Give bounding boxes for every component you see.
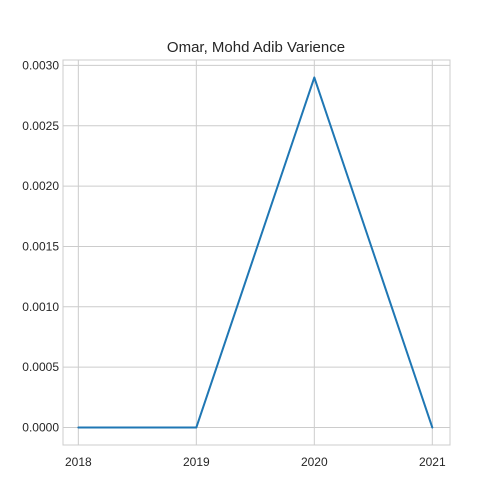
x-tick-label: 2018 [65,455,92,469]
plot-frame [62,59,451,446]
x-tick-label: 2021 [419,455,446,469]
x-tick-label: 2020 [301,455,328,469]
series-layer [77,76,434,429]
grid [63,60,450,445]
chart-title: Omar, Mohd Adib Varience [167,39,345,56]
y-tick-label: 0.0020 [22,179,59,193]
y-tick-label: 0.0000 [22,421,59,435]
x-axis: 2018 2019 2020 2021 [65,455,446,469]
y-axis: 0.0000 0.0005 0.0010 0.0015 0.0020 0.0025 0.00… [22,58,59,434]
y-tick-label: 0.0010 [22,300,59,314]
x-tick-label: 2019 [183,455,210,469]
y-tick-label: 0.0025 [22,119,59,133]
y-tick-label: 0.0015 [22,239,59,253]
series-line [77,76,434,429]
y-tick-label: 0.0005 [22,360,59,374]
y-tick-label: 0.0030 [22,58,59,72]
